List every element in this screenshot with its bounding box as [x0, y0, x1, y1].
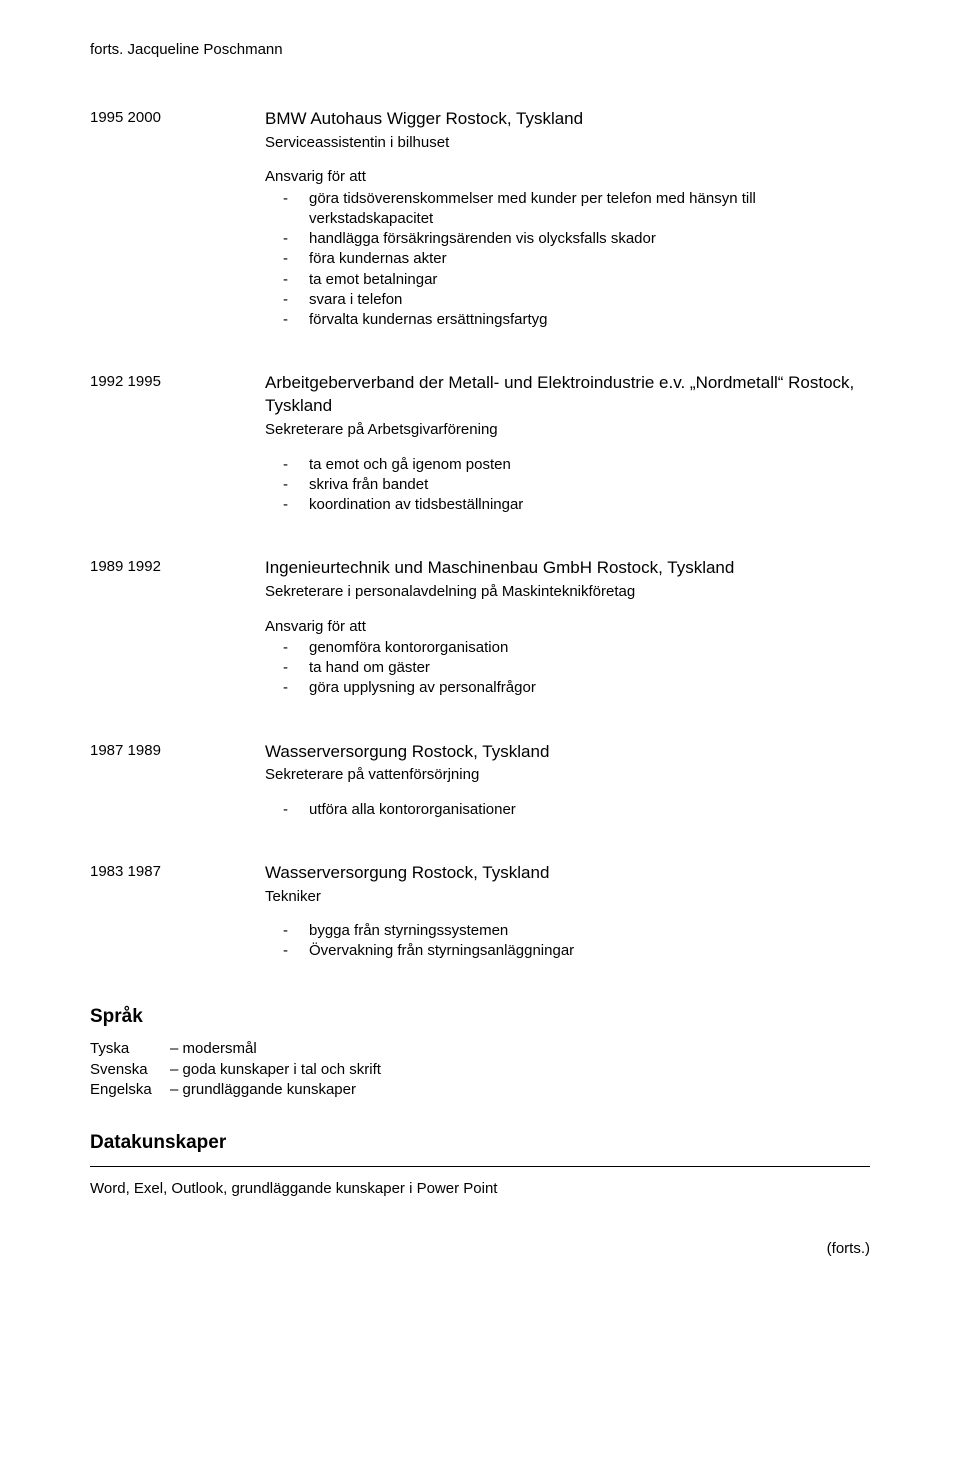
language-row: Tyska – modersmål: [90, 1039, 870, 1059]
list-item-text: svara i telefon: [309, 290, 402, 310]
dash-icon: -: [265, 290, 309, 310]
list-item: -koordination av tidsbeställningar: [265, 495, 870, 515]
list-item-text: koordination av tidsbeställningar: [309, 495, 523, 515]
entry-content: BMW Autohaus Wigger Rostock, Tyskland Se…: [265, 108, 870, 344]
responsibilities-list: -bygga från styrningssystemen -Övervakni…: [265, 921, 870, 962]
list-item-text: ta emot och gå igenom posten: [309, 455, 511, 475]
list-item: -göra tidsöverenskommelser med kunder pe…: [265, 189, 870, 230]
employer-title: Ingenieurtechnik und Maschinenbau GmbH R…: [265, 557, 870, 580]
entry-content: Wasserversorgung Rostock, Tyskland Sekre…: [265, 741, 870, 834]
dash-icon: -: [265, 475, 309, 495]
date-range: 1992 1995: [90, 372, 265, 529]
language-name: Engelska: [90, 1080, 170, 1100]
continuation-footer: (forts.): [90, 1239, 870, 1259]
entry-content: Arbeitgeberverband der Metall- und Elekt…: [265, 372, 870, 529]
cv-entry: 1983 1987 Wasserversorgung Rostock, Tysk…: [90, 862, 870, 976]
cv-entry: 1995 2000 BMW Autohaus Wigger Rostock, T…: [90, 108, 870, 344]
language-level: – grundläggande kunskaper: [170, 1080, 356, 1100]
responsibilities-list: -göra tidsöverenskommelser med kunder pe…: [265, 189, 870, 331]
list-item: -skriva från bandet: [265, 475, 870, 495]
list-item: -ta emot betalningar: [265, 270, 870, 290]
list-item-text: göra upplysning av personalfrågor: [309, 678, 536, 698]
cv-entry: 1989 1992 Ingenieurtechnik und Maschinen…: [90, 557, 870, 712]
language-level: – goda kunskaper i tal och skrift: [170, 1060, 381, 1080]
language-level: – modersmål: [170, 1039, 257, 1059]
list-item-text: utföra alla kontororganisationer: [309, 800, 516, 820]
continuation-header: forts. Jacqueline Poschmann: [90, 40, 870, 60]
responsibilities-list: -genomföra kontororganisation -ta hand o…: [265, 638, 870, 699]
employer-title: BMW Autohaus Wigger Rostock, Tyskland: [265, 108, 870, 131]
list-item-text: genomföra kontororganisation: [309, 638, 508, 658]
language-name: Tyska: [90, 1039, 170, 1059]
list-item: -genomföra kontororganisation: [265, 638, 870, 658]
entry-content: Wasserversorgung Rostock, Tyskland Tekni…: [265, 862, 870, 976]
list-item-text: föra kundernas akter: [309, 249, 447, 269]
list-item: -ta hand om gäster: [265, 658, 870, 678]
list-item: -ta emot och gå igenom posten: [265, 455, 870, 475]
list-item-text: förvalta kundernas ersättningsfartyg: [309, 310, 547, 330]
dash-icon: -: [265, 249, 309, 269]
responsibilities-heading: Ansvarig för att: [265, 167, 870, 187]
dash-icon: -: [265, 678, 309, 698]
employer-title: Arbeitgeberverband der Metall- und Elekt…: [265, 372, 870, 418]
dash-icon: -: [265, 921, 309, 941]
list-item-text: Övervakning från styrningsanläggningar: [309, 941, 574, 961]
dash-icon: -: [265, 658, 309, 678]
employer-title: Wasserversorgung Rostock, Tyskland: [265, 862, 870, 885]
job-role: Serviceassistentin i bilhuset: [265, 133, 870, 153]
language-row: Engelska – grundläggande kunskaper: [90, 1080, 870, 1100]
job-role: Sekreterare på vattenförsörjning: [265, 765, 870, 785]
section-heading-languages: Språk: [90, 1004, 870, 1030]
job-role: Sekreterare i personalavdelning på Maski…: [265, 582, 870, 602]
responsibilities-list: -ta emot och gå igenom posten -skriva fr…: [265, 455, 870, 516]
section-divider: [90, 1166, 870, 1167]
languages-block: Tyska – modersmål Svenska – goda kunskap…: [90, 1039, 870, 1100]
computer-skills-text: Word, Exel, Outlook, grundläggande kunsk…: [90, 1179, 870, 1199]
dash-icon: -: [265, 270, 309, 290]
dash-icon: -: [265, 455, 309, 475]
date-range: 1995 2000: [90, 108, 265, 344]
list-item: -handlägga försäkringsärenden vis olycks…: [265, 229, 870, 249]
employer-title: Wasserversorgung Rostock, Tyskland: [265, 741, 870, 764]
date-range: 1987 1989: [90, 741, 265, 834]
list-item-text: göra tidsöverenskommelser med kunder per…: [309, 189, 870, 230]
responsibilities-list: -utföra alla kontororganisationer: [265, 800, 870, 820]
language-name: Svenska: [90, 1060, 170, 1080]
list-item-text: ta hand om gäster: [309, 658, 430, 678]
dash-icon: -: [265, 495, 309, 515]
dash-icon: -: [265, 310, 309, 330]
list-item: -förvalta kundernas ersättningsfartyg: [265, 310, 870, 330]
dash-icon: -: [265, 800, 309, 820]
section-heading-computer-skills: Datakunskaper: [90, 1130, 870, 1156]
list-item: -svara i telefon: [265, 290, 870, 310]
dash-icon: -: [265, 189, 309, 230]
list-item-text: handlägga försäkringsärenden vis olycksf…: [309, 229, 656, 249]
list-item: -föra kundernas akter: [265, 249, 870, 269]
list-item-text: ta emot betalningar: [309, 270, 437, 290]
list-item: -Övervakning från styrningsanläggningar: [265, 941, 870, 961]
list-item-text: bygga från styrningssystemen: [309, 921, 508, 941]
list-item-text: skriva från bandet: [309, 475, 428, 495]
dash-icon: -: [265, 638, 309, 658]
entry-content: Ingenieurtechnik und Maschinenbau GmbH R…: [265, 557, 870, 712]
list-item: -utföra alla kontororganisationer: [265, 800, 870, 820]
language-row: Svenska – goda kunskaper i tal och skrif…: [90, 1060, 870, 1080]
dash-icon: -: [265, 229, 309, 249]
date-range: 1989 1992: [90, 557, 265, 712]
dash-icon: -: [265, 941, 309, 961]
date-range: 1983 1987: [90, 862, 265, 976]
responsibilities-heading: Ansvarig för att: [265, 617, 870, 637]
cv-entry: 1992 1995 Arbeitgeberverband der Metall-…: [90, 372, 870, 529]
cv-entry: 1987 1989 Wasserversorgung Rostock, Tysk…: [90, 741, 870, 834]
job-role: Sekreterare på Arbetsgivarförening: [265, 420, 870, 440]
list-item: -göra upplysning av personalfrågor: [265, 678, 870, 698]
list-item: -bygga från styrningssystemen: [265, 921, 870, 941]
job-role: Tekniker: [265, 887, 870, 907]
